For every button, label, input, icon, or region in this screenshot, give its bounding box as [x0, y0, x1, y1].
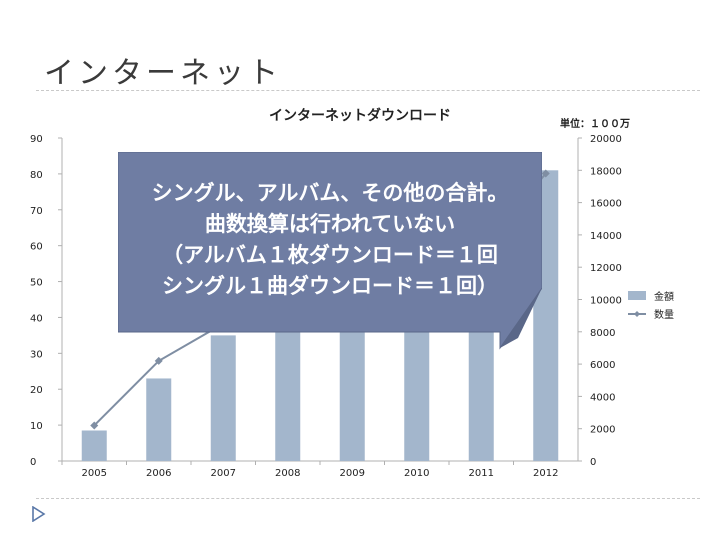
- callout-line: （アルバム１枚ダウンロード＝１回: [162, 243, 498, 267]
- bar: [275, 328, 301, 461]
- chart-title: インターネットダウンロード: [269, 107, 451, 124]
- bar: [210, 335, 236, 461]
- right-tick-label: 18000: [590, 166, 622, 177]
- legend-marker: [634, 311, 640, 317]
- callout-text: シングル、アルバム、その他の合計。 曲数換算は行われていない （アルバム１枚ダウ…: [118, 178, 542, 302]
- left-tick-label: 80: [30, 170, 43, 181]
- x-tick-label: 2011: [469, 468, 494, 479]
- callout-line: 曲数換算は行われていない: [204, 212, 456, 236]
- callout-line: シングル１曲ダウンロード＝１回）: [162, 274, 498, 298]
- legend-label: 数量: [654, 308, 674, 321]
- x-tick-label: 2012: [533, 468, 558, 479]
- x-tick-label: 2008: [275, 468, 300, 479]
- right-tick-label: 20000: [590, 134, 622, 145]
- left-tick-label: 20: [30, 385, 43, 396]
- callout-box: [118, 152, 542, 350]
- footer-divider: [36, 498, 700, 499]
- slide-title: インターネット: [44, 56, 282, 91]
- legend-label: 金額: [654, 290, 674, 303]
- x-tick-label: 2009: [340, 468, 365, 479]
- line-point: [541, 169, 550, 178]
- right-tick-label: 6000: [590, 360, 615, 371]
- slide-nav-icon: [32, 506, 46, 522]
- right-tick-label: 8000: [590, 328, 615, 339]
- x-tick-label: 2005: [82, 468, 107, 479]
- left-tick-label: 10: [30, 421, 43, 432]
- x-tick-label: 2007: [211, 468, 236, 479]
- line-point: [90, 421, 99, 430]
- right-tick-label: 16000: [590, 199, 622, 210]
- bar: [146, 378, 172, 461]
- left-tick-label: 40: [30, 313, 43, 324]
- right-tick-label: 10000: [590, 296, 622, 307]
- callout-line: シングル、アルバム、その他の合計。: [151, 181, 509, 205]
- legend-swatch-bar: [628, 291, 646, 300]
- right-tick-label: 4000: [590, 392, 615, 403]
- left-tick-label: 90: [30, 134, 43, 145]
- left-tick-label: 50: [30, 278, 43, 289]
- bar: [339, 310, 365, 461]
- left-tick-label: 30: [30, 349, 43, 360]
- line-point: [154, 356, 163, 365]
- bar: [81, 430, 107, 461]
- x-tick-label: 2006: [146, 468, 171, 479]
- right-tick-label: 12000: [590, 263, 622, 274]
- left-tick-label: 70: [30, 206, 43, 217]
- x-tick-label: 2010: [404, 468, 429, 479]
- right-tick-label: 2000: [590, 425, 615, 436]
- left-tick-label: 60: [30, 242, 43, 253]
- left-tick-label: 0: [30, 457, 36, 468]
- right-tick-label: 0: [590, 457, 596, 468]
- right-tick-label: 14000: [590, 231, 622, 242]
- title-divider: [36, 90, 700, 91]
- unit-label: 単位：１００万: [560, 117, 630, 130]
